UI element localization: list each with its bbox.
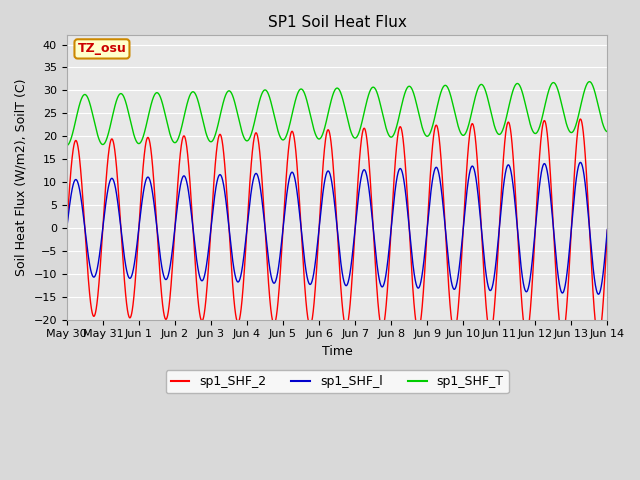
Line: sp1_SHF_l: sp1_SHF_l: [67, 162, 607, 294]
sp1_SHF_T: [458, 132, 466, 138]
sp1_SHF_l: [595, 291, 602, 297]
sp1_SHF_2: [63, 225, 70, 231]
sp1_SHF_2: [577, 116, 584, 122]
sp1_SHF_2: [604, 228, 611, 233]
sp1_SHF_T: [428, 125, 436, 131]
sp1_SHF_2: [489, 322, 497, 327]
sp1_SHF_2: [595, 335, 602, 341]
Line: sp1_SHF_T: sp1_SHF_T: [67, 82, 607, 145]
sp1_SHF_2: [317, 198, 324, 204]
sp1_SHF_T: [160, 106, 168, 112]
sp1_SHF_2: [603, 237, 611, 243]
sp1_SHF_l: [317, 209, 324, 215]
sp1_SHF_l: [428, 180, 436, 185]
sp1_SHF_l: [603, 232, 611, 238]
sp1_SHF_l: [489, 282, 497, 288]
Legend: sp1_SHF_2, sp1_SHF_l, sp1_SHF_T: sp1_SHF_2, sp1_SHF_l, sp1_SHF_T: [166, 370, 509, 393]
sp1_SHF_T: [586, 79, 593, 84]
X-axis label: Time: Time: [322, 345, 353, 358]
Line: sp1_SHF_2: sp1_SHF_2: [67, 119, 607, 338]
Text: TZ_osu: TZ_osu: [77, 42, 126, 55]
sp1_SHF_T: [604, 129, 611, 134]
sp1_SHF_2: [160, 311, 168, 317]
sp1_SHF_l: [604, 227, 611, 232]
sp1_SHF_T: [317, 135, 324, 141]
sp1_SHF_l: [458, 239, 466, 244]
sp1_SHF_2: [458, 248, 466, 253]
sp1_SHF_l: [577, 159, 584, 165]
sp1_SHF_l: [63, 225, 70, 231]
sp1_SHF_T: [489, 117, 497, 122]
sp1_SHF_T: [63, 143, 70, 148]
sp1_SHF_l: [160, 274, 168, 279]
Title: SP1 Soil Heat Flux: SP1 Soil Heat Flux: [268, 15, 406, 30]
sp1_SHF_T: [603, 129, 611, 134]
Y-axis label: Soil Heat Flux (W/m2), SoilT (C): Soil Heat Flux (W/m2), SoilT (C): [15, 79, 28, 276]
sp1_SHF_2: [428, 148, 436, 154]
